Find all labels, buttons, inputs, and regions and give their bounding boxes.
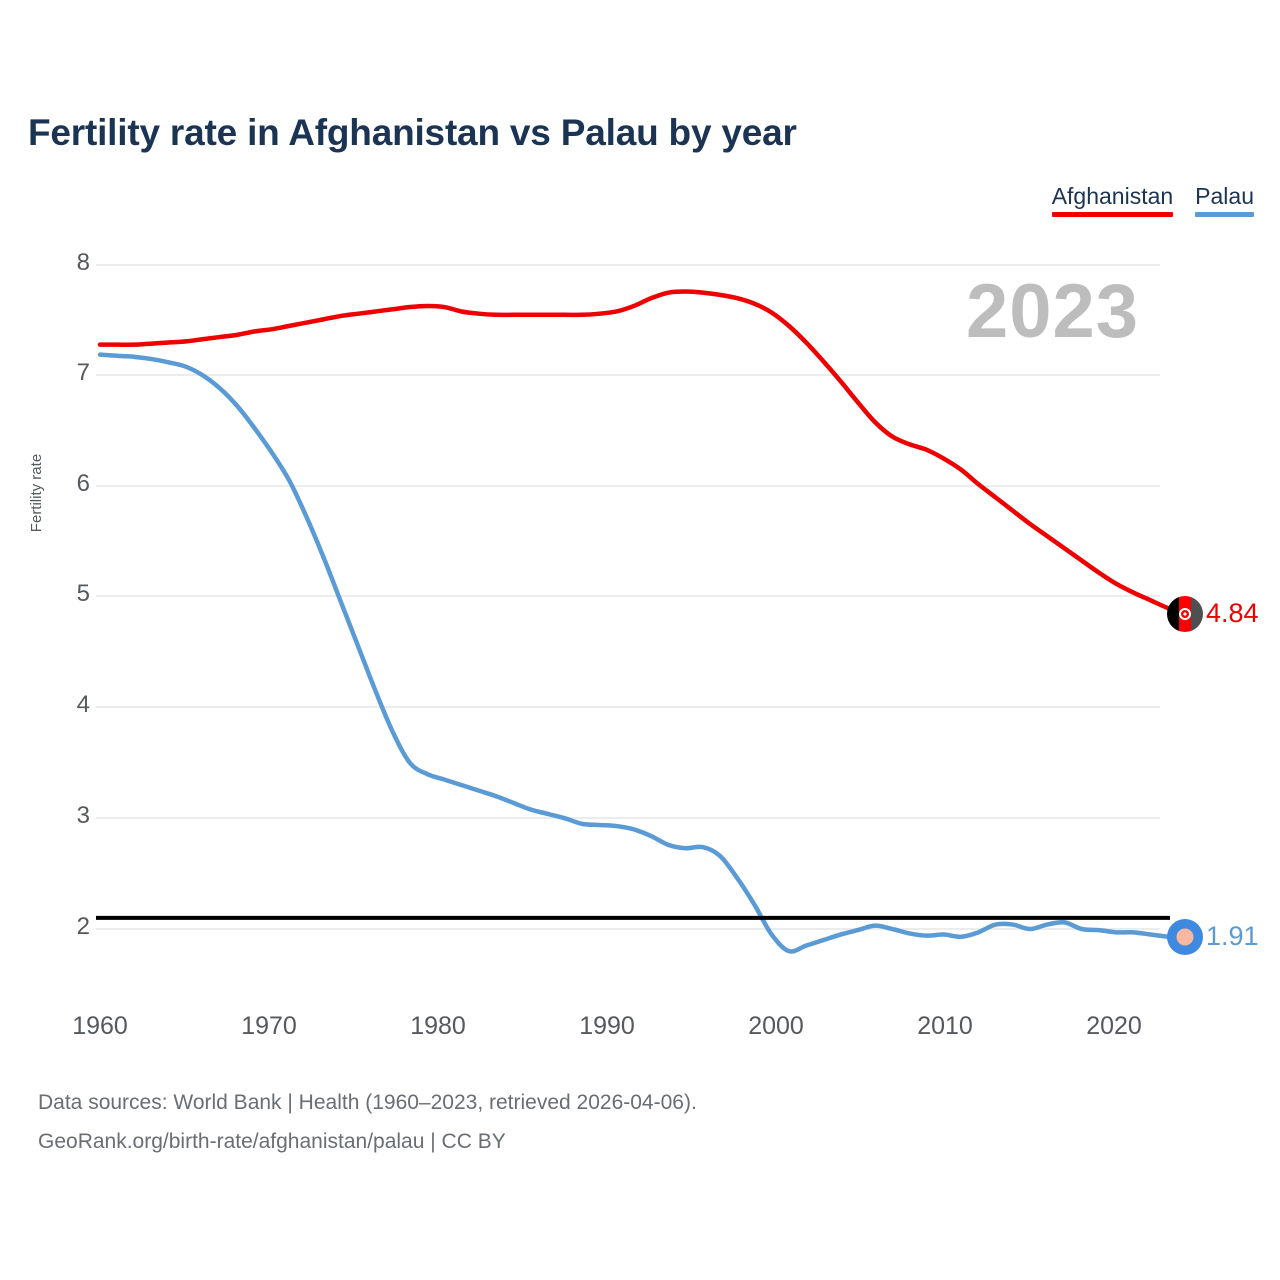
y-tick-8: 8 — [76, 249, 90, 276]
x-tick-2020: 2020 — [1086, 1012, 1142, 1040]
legend-color-swatch-palau — [1195, 212, 1254, 217]
y-tick-2: 2 — [76, 913, 90, 940]
legend-label-palau: Palau — [1195, 183, 1254, 209]
x-tick-1970: 1970 — [241, 1012, 297, 1040]
palau-flag-marker[interactable] — [1167, 919, 1203, 955]
footer: Data sources: World Bank | Health (1960–… — [38, 1083, 697, 1161]
afghanistan-endpoint-value: 4.84 — [1206, 598, 1259, 628]
x-tick-1990: 1990 — [579, 1012, 635, 1040]
afghanistan-flag-marker[interactable] — [1167, 596, 1203, 632]
x-tick-2000: 2000 — [748, 1012, 804, 1040]
y-tick-6: 6 — [76, 470, 90, 497]
footer-data-sources: Data sources: World Bank | Health (1960–… — [38, 1091, 697, 1114]
palau-endpoint-value: 1.91 — [1206, 921, 1259, 951]
legend-label-afghanistan: Afghanistan — [1051, 183, 1174, 209]
line-series-afghanistan — [97, 289, 1188, 617]
y-tick-4: 4 — [76, 691, 90, 718]
footer-attribution: GeoRank.org/birth-rate/afghanistan/palau… — [38, 1130, 506, 1153]
year-watermark: 2023 — [966, 269, 1140, 354]
y-tick-7: 7 — [76, 359, 90, 386]
x-tick-1980: 1980 — [410, 1012, 466, 1040]
chart-legend: Afghanistan Palau — [1051, 183, 1254, 217]
legend-item-afghanistan[interactable]: Afghanistan — [1051, 183, 1174, 217]
y-tick-5: 5 — [76, 580, 90, 607]
x-tick-1960: 1960 — [72, 1012, 128, 1040]
legend-item-palau[interactable]: Palau — [1195, 183, 1254, 217]
line-series-palau — [97, 352, 1188, 954]
x-tick-2010: 2010 — [917, 1012, 973, 1040]
legend-color-swatch-afghanistan — [1051, 212, 1174, 217]
page-title: Fertility rate in Afghanistan vs Palau b… — [28, 112, 797, 153]
y-tick-3: 3 — [76, 802, 90, 829]
